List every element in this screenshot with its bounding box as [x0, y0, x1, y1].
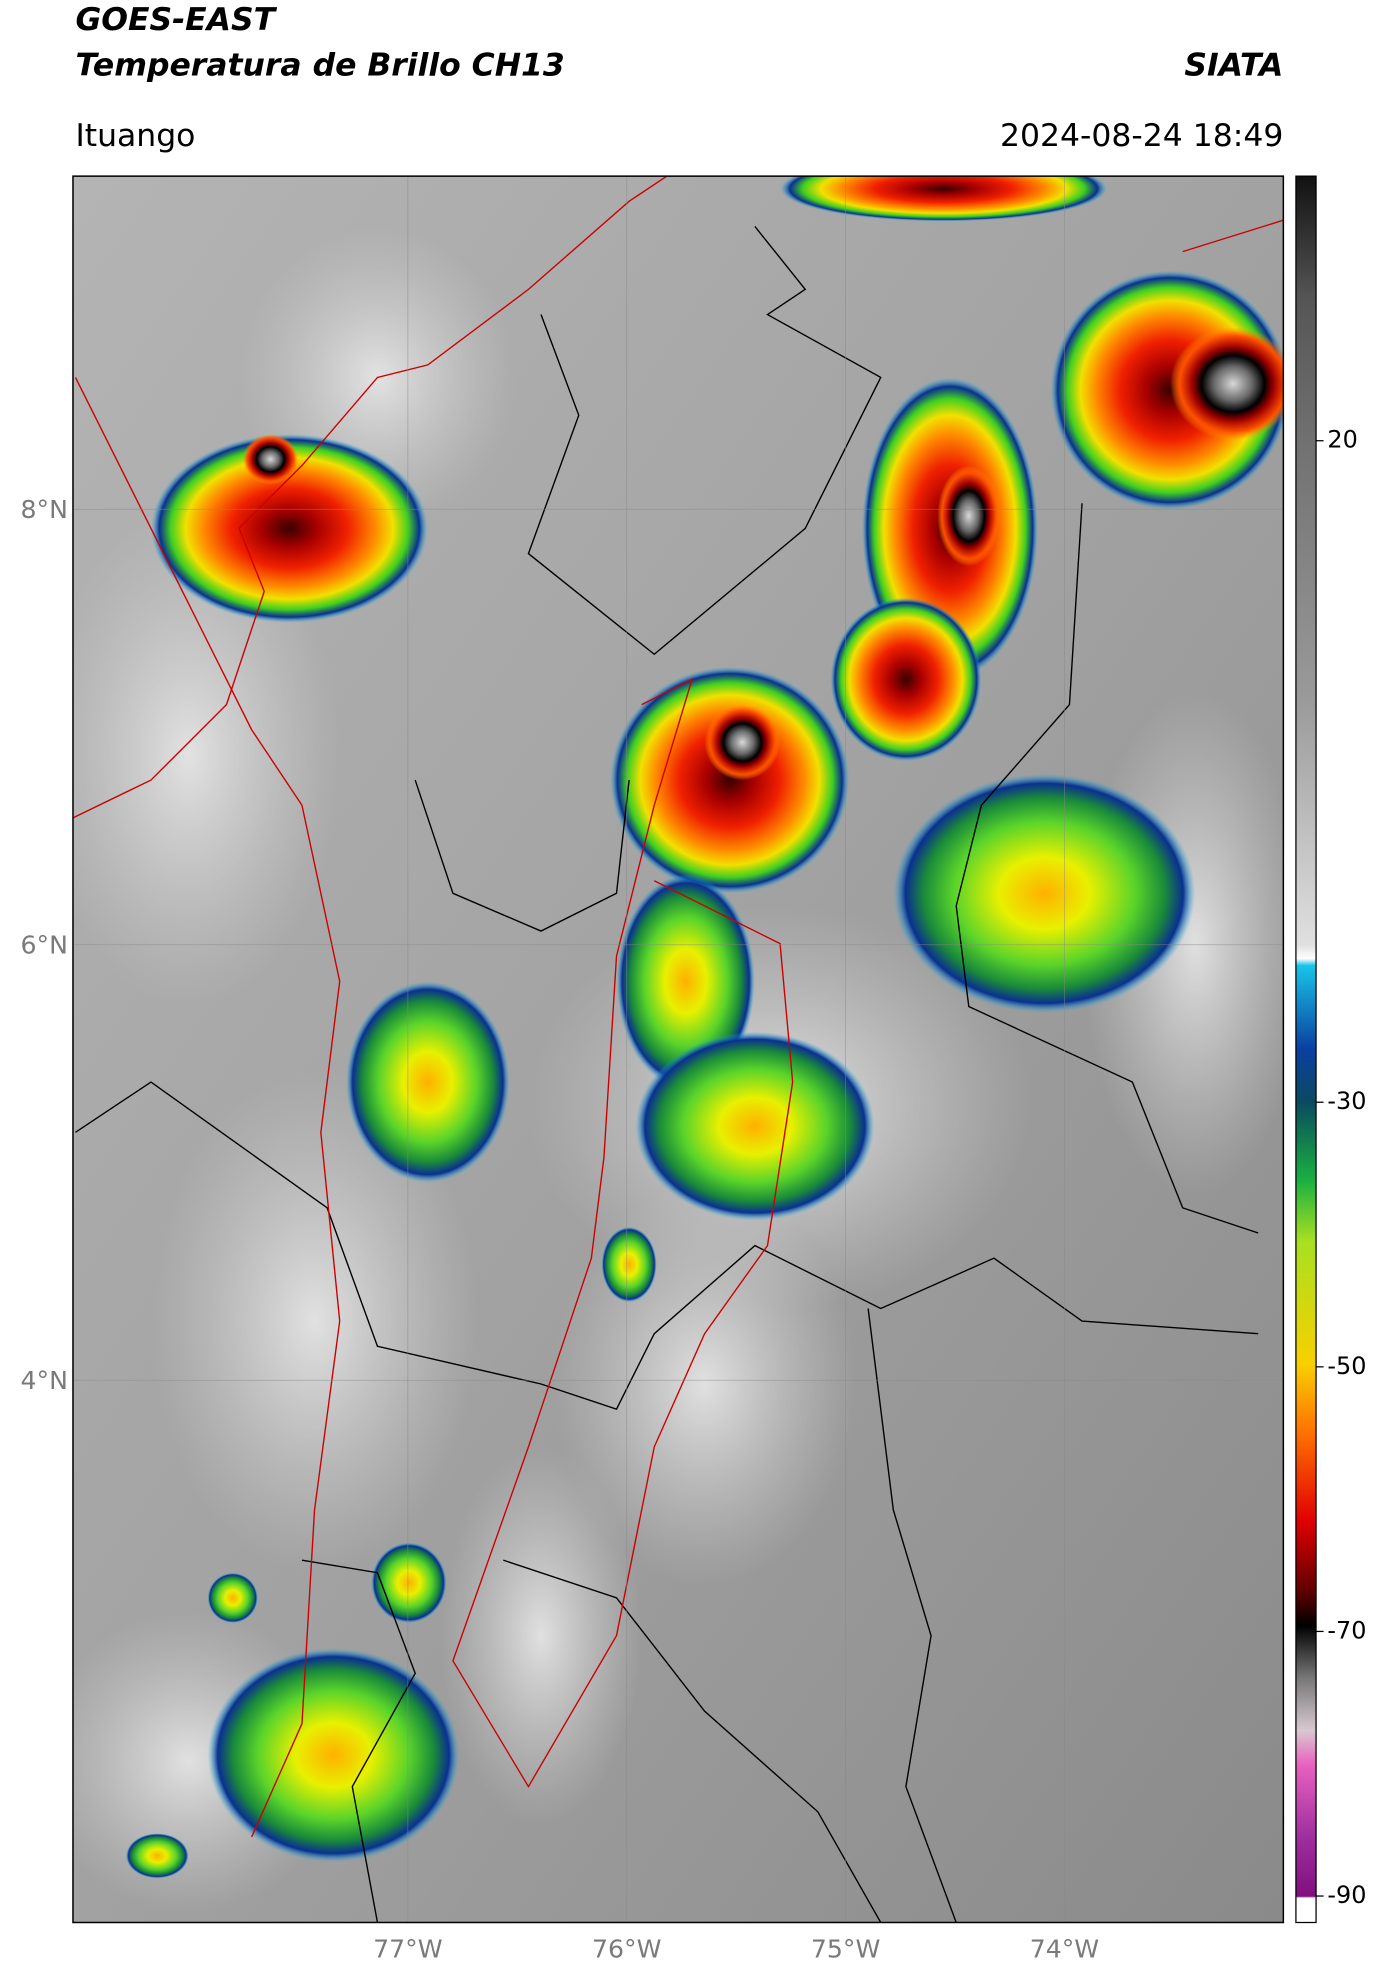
border — [527, 226, 882, 656]
cloud-top — [125, 1833, 189, 1879]
subtitle: Temperatura de Brillo CH13 — [75, 47, 564, 83]
cloud-top — [601, 1226, 657, 1303]
cloud-top — [150, 434, 428, 623]
cloud — [72, 503, 340, 1007]
border — [301, 1559, 416, 1923]
cloud-top — [937, 465, 1001, 567]
colorbar-tick-label: 20 — [1327, 426, 1357, 454]
colorbar-tick-label: -90 — [1327, 1881, 1366, 1909]
region: Ituango — [75, 118, 195, 154]
border — [1182, 219, 1284, 253]
cloud-top — [830, 597, 982, 762]
cloud-top — [893, 773, 1196, 1013]
border — [75, 1081, 1259, 1411]
cloud-top — [207, 1648, 460, 1863]
lon-tick-label: 77°W — [373, 1935, 443, 1964]
cloud-top — [635, 1031, 875, 1221]
colorbar — [1295, 175, 1317, 1924]
border — [452, 678, 794, 1788]
title: GOES-EAST — [75, 2, 277, 38]
cloud-top — [346, 981, 510, 1183]
lat-tick-label: 4°N — [21, 1366, 68, 1395]
map-frame — [72, 175, 1285, 1924]
cloud-top — [610, 666, 850, 894]
border — [867, 1308, 957, 1923]
cloud — [150, 1069, 479, 1573]
border — [72, 176, 668, 819]
cloud-top — [1170, 327, 1284, 441]
cloud-top — [207, 1572, 258, 1624]
border — [955, 503, 1259, 1234]
border — [74, 377, 341, 1838]
colorbar-tick-label: -70 — [1327, 1616, 1366, 1644]
colorbar-tick-label: -30 — [1327, 1087, 1366, 1115]
source: SIATA — [1184, 47, 1283, 83]
map-area — [72, 176, 1284, 1923]
lon-tick-label: 76°W — [592, 1935, 662, 1964]
cloud-top — [704, 704, 781, 781]
border — [503, 1559, 882, 1923]
datetime: 2024-08-24 18:49 — [1000, 118, 1283, 154]
lon-tick-label: 74°W — [1030, 1935, 1100, 1964]
cloud-top — [242, 434, 299, 485]
cloud-top — [780, 176, 1108, 222]
cloud — [440, 1446, 642, 1825]
cloud-top — [371, 1542, 447, 1624]
cloud-top — [616, 874, 755, 1089]
colorbar-tick-label: -50 — [1327, 1352, 1366, 1380]
lon-tick-label: 75°W — [811, 1935, 881, 1964]
lat-tick-label: 8°N — [21, 495, 68, 524]
border — [414, 779, 630, 932]
lat-tick-label: 6°N — [21, 931, 68, 960]
